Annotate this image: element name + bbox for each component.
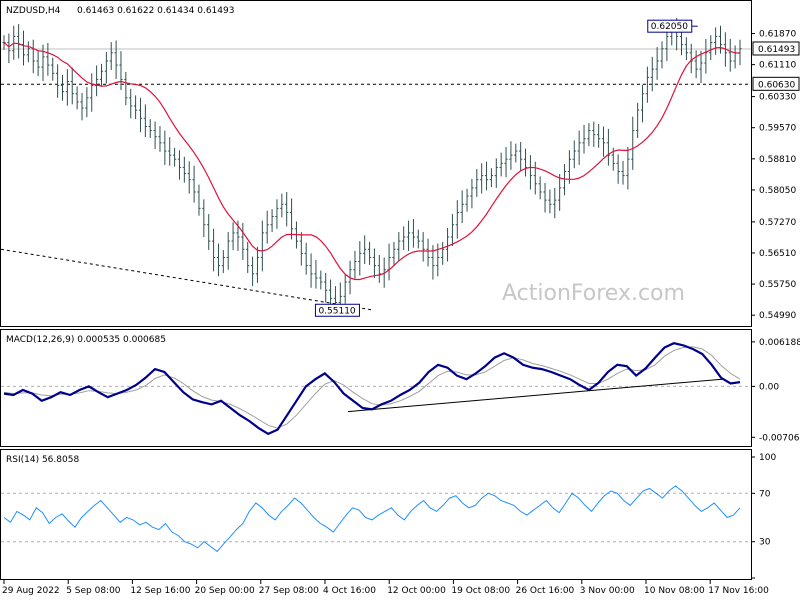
price-box-support [752, 76, 800, 91]
price-y-tick-label: 0.59570 [759, 124, 796, 134]
low-callout-text: 0.55110 [318, 306, 355, 316]
price-callouts: 0.61493 0.60630 0.62050 0.55110 [314, 19, 800, 317]
price-levels [0, 48, 751, 311]
price-panel: NZDUSD,H4 0.61463 0.61622 0.61434 0.6149… [0, 0, 800, 327]
price-box-support-text: 0.60630 [758, 80, 795, 90]
price-panel-frame [0, 0, 752, 327]
macd-panel-frame [0, 329, 752, 447]
rsi-lines [1, 485, 751, 553]
macd-y-tick-label: 0.00 [759, 382, 779, 392]
x-tick-label: 10 Nov 08:00 [644, 586, 705, 596]
high-callout-text: 0.62050 [651, 22, 688, 32]
macd-header: MACD(12,26,9) 0.000535 0.000685 [6, 335, 166, 345]
candles [2, 18, 742, 317]
x-tick-label: 29 Aug 2022 [2, 586, 60, 596]
x-tick-label: 5 Sep 08:00 [66, 586, 121, 596]
x-tick-label: 3 Nov 00:00 [580, 586, 635, 596]
x-tick-label: 12 Oct 00:00 [387, 586, 446, 596]
price-y-tick-label: 0.61110 [759, 61, 796, 71]
rsi-panel: RSI(14) 56.8058 100 70 30 [0, 449, 776, 580]
price-y-tick-label: 0.61870 [759, 30, 796, 40]
macd-y-axis: 0.006188 0.00 -0.007068 [751, 338, 800, 443]
price-box-last [752, 41, 800, 56]
macd-trendline [347, 378, 723, 413]
x-tick-label: 20 Sep 00:00 [195, 586, 255, 596]
price-y-tick-label: 0.57270 [759, 218, 796, 228]
low-callout-box [314, 303, 360, 317]
x-tick-label: 19 Oct 08:00 [451, 586, 510, 596]
rsi-panel-frame [0, 449, 752, 580]
price-header-ohlc: 0.61463 0.61622 0.61434 0.61493 [77, 6, 234, 16]
macd-y-tick-label: -0.007068 [759, 433, 800, 443]
macd-y-tick-label: 0.006188 [759, 338, 800, 348]
rsi-y-tick-label: 70 [759, 489, 771, 499]
x-tick-label: 27 Sep 08:00 [259, 586, 319, 596]
x-tick-label: 4 Oct 16:00 [323, 586, 376, 596]
trendline-dashed [0, 248, 373, 311]
x-tick-label: 17 Nov 16:00 [708, 586, 769, 596]
x-tick-label: 12 Sep 16:00 [130, 586, 190, 596]
rsi-header: RSI(14) 56.8058 [6, 455, 79, 465]
price-y-tick-label: 0.55750 [759, 280, 796, 290]
moving-average-path [3, 42, 741, 281]
macd-lines [1, 342, 751, 436]
rsi-y-tick-label: 100 [759, 453, 776, 463]
rsi-y-axis: 100 70 30 [751, 453, 776, 579]
price-y-tick-label: 0.60330 [759, 93, 796, 103]
x-axis: 29 Aug 2022 5 Sep 08:00 12 Sep 16:00 20 Sep… [2, 580, 769, 596]
price-y-tick-label: 0.58810 [759, 155, 796, 165]
moving-average-line [3, 42, 741, 281]
price-y-axis: 0.61870 0.61110 0.60330 0.59570 0.58810 0.580… [751, 30, 796, 321]
x-tick-label: 26 Oct 16:00 [516, 586, 575, 596]
watermark: ActionForex.com [502, 281, 685, 306]
macd-signal-line [3, 346, 741, 429]
price-y-tick-label: 0.58050 [759, 186, 796, 196]
macd-panel: MACD(12,26,9) 0.000535 0.000685 0.006188… [0, 329, 800, 447]
price-y-tick-label: 0.54990 [759, 311, 796, 321]
price-box-last-text: 0.61493 [758, 45, 795, 55]
price-header-symbol: NZDUSD,H4 [6, 6, 61, 16]
rsi-y-tick-label: 30 [759, 538, 771, 548]
price-y-tick-label: 0.56510 [759, 249, 796, 259]
rsi-line [3, 485, 741, 553]
